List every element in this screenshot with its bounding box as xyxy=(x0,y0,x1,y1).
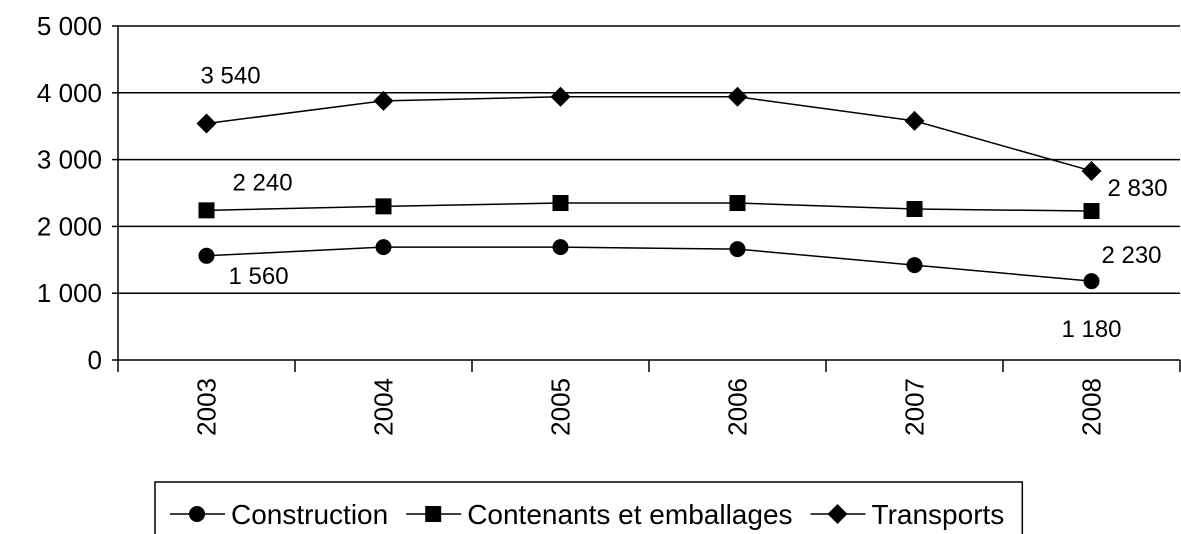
data-label: 1 560 xyxy=(229,263,289,290)
data-point xyxy=(1081,160,1102,181)
x-tick-label: 2007 xyxy=(900,378,930,436)
data-point xyxy=(1083,273,1100,290)
legend-marker xyxy=(425,506,442,522)
data-label: 1 180 xyxy=(1061,316,1121,343)
data-point xyxy=(1083,203,1100,220)
data-point xyxy=(550,86,571,107)
legend-label: Contenants et emballages xyxy=(467,499,792,530)
data-point xyxy=(552,239,569,256)
data-point xyxy=(373,90,394,111)
data-label: 3 540 xyxy=(201,63,261,90)
x-tick-label: 2003 xyxy=(192,378,222,436)
data-point xyxy=(552,195,569,212)
data-point xyxy=(729,195,746,212)
legend-marker xyxy=(189,506,205,522)
data-point xyxy=(904,110,925,131)
y-tick-label: 0 xyxy=(88,345,102,375)
y-tick-label: 1 000 xyxy=(37,278,102,308)
data-point xyxy=(375,239,392,256)
y-tick-label: 3 000 xyxy=(37,145,102,175)
legend-box xyxy=(154,481,1024,534)
data-point xyxy=(198,202,215,219)
data-point xyxy=(198,247,215,264)
x-tick-label: 2008 xyxy=(1077,378,1107,436)
data-point xyxy=(729,241,746,258)
data-point xyxy=(375,198,392,215)
data-label: 2 240 xyxy=(233,169,293,196)
data-label: 2 230 xyxy=(1101,242,1161,269)
legend: Construction Contenants et emballages Tran… xyxy=(154,481,1024,534)
data-label: 2 830 xyxy=(1108,175,1168,202)
y-tick-label: 5 000 xyxy=(37,11,102,41)
y-tick-label: 4 000 xyxy=(37,78,102,108)
x-tick-label: 2005 xyxy=(546,378,576,436)
data-point xyxy=(906,201,923,218)
x-tick-label: 2006 xyxy=(723,378,753,436)
data-point xyxy=(196,113,217,134)
series-line xyxy=(206,202,1092,212)
series-line xyxy=(206,96,1092,172)
y-tick-label: 2 000 xyxy=(37,211,102,241)
data-point xyxy=(906,257,923,274)
series-line xyxy=(206,246,1092,282)
legend-marker xyxy=(827,504,848,524)
legend-label: Construction xyxy=(231,499,388,530)
legend-label: Transports xyxy=(872,499,1005,530)
data-point xyxy=(727,86,748,107)
x-tick-label: 2004 xyxy=(369,378,399,436)
